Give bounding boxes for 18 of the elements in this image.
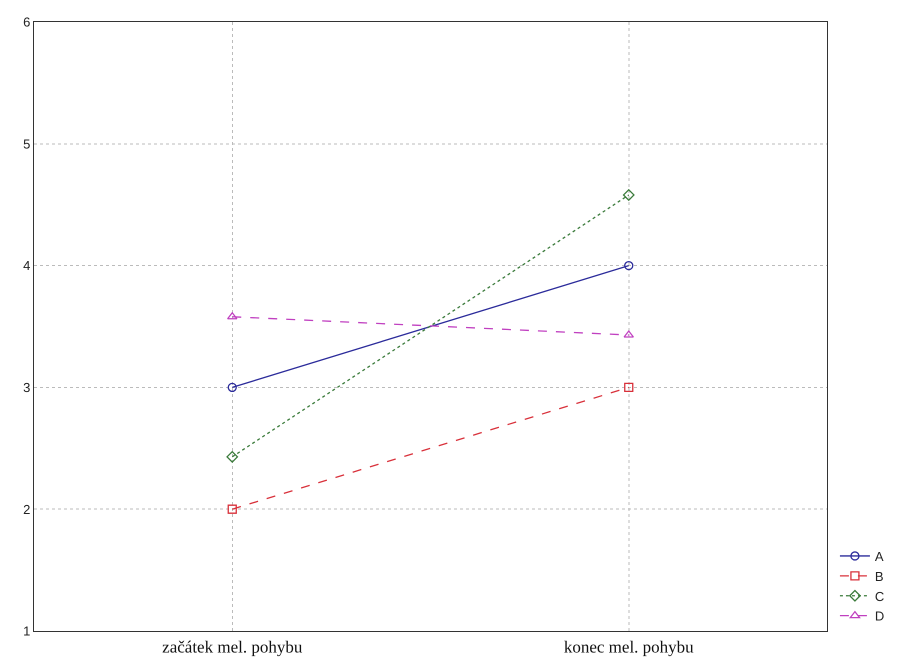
y-tick-label: 3: [23, 380, 30, 395]
x-tick-label: začátek mel. pohybu: [162, 637, 303, 656]
point: [622, 189, 635, 201]
y-tick-label: 1: [23, 624, 30, 639]
point: [226, 450, 238, 463]
x-tick-label: konec mel. pohybu: [564, 637, 694, 656]
legend-label: B: [874, 568, 884, 584]
point: [228, 504, 237, 514]
point: [624, 382, 634, 392]
legend-label: A: [874, 549, 884, 564]
y-tick-label: 4: [23, 258, 30, 274]
y-tick-label: 6: [23, 14, 30, 30]
legend-label: D: [874, 608, 884, 624]
y-tick-label: 2: [23, 502, 30, 517]
y-tick-label: 5: [23, 136, 30, 152]
legend-label: C: [874, 588, 884, 604]
point: [624, 260, 634, 270]
point: [228, 382, 237, 392]
